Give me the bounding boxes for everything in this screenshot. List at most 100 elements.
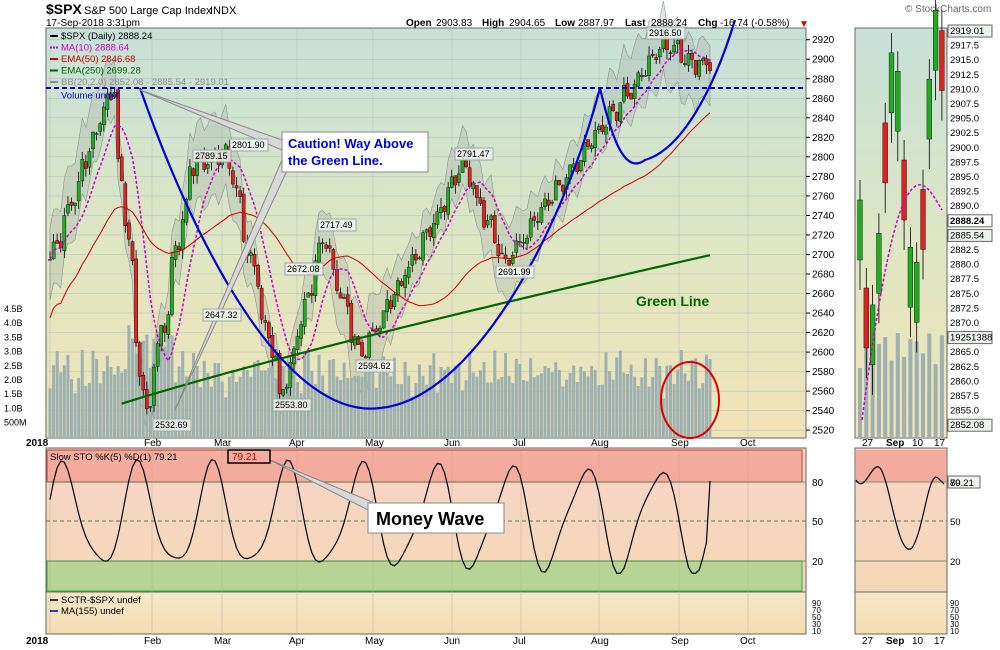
candle-body [371, 329, 375, 332]
candle-body [632, 83, 637, 99]
volume-bar [536, 375, 540, 438]
candle-body [338, 292, 343, 299]
volume-bar [640, 377, 644, 438]
side-price-tick: 2880.0 [950, 260, 979, 271]
candle-body [238, 190, 242, 197]
side-price-tick: 2882.5 [950, 245, 979, 256]
volume-bar [432, 353, 436, 438]
stoch-value-box [227, 449, 271, 464]
volume-bar [367, 360, 371, 438]
side-volume-bar [889, 360, 894, 438]
volume-bar [579, 366, 583, 438]
volume-bar [654, 358, 658, 438]
stoch-value-text: 79.21 [232, 452, 257, 463]
side-price-tick: 2890.0 [950, 201, 979, 212]
volume-bar [697, 388, 701, 438]
candle-body [62, 215, 67, 251]
side-price-tick: 2855.0 [950, 406, 979, 417]
candle-body [277, 352, 282, 394]
chg-value: -16.74 (-0.58%) [720, 18, 789, 29]
stoch-tick-label: 50 [812, 517, 824, 528]
price-label: 2672.08 [287, 264, 320, 274]
side-x-label-bottom: 10 [912, 636, 924, 647]
price-tick-label: 2840 [812, 113, 835, 124]
legend-entry: Volume undef [61, 91, 119, 102]
volume-bar [385, 372, 389, 438]
price-tick-label: 2740 [812, 211, 835, 222]
side-price-box [947, 24, 993, 38]
volume-bar [403, 361, 407, 438]
side-price-tick: 2905.0 [950, 114, 979, 125]
candle-body [406, 266, 411, 278]
candle-body [683, 63, 687, 65]
volume-bar [263, 370, 267, 438]
side-x-label-bottom: Sep [886, 636, 904, 647]
volume-bar [629, 364, 633, 438]
candle-body [507, 259, 511, 266]
side-x-label: 27 [862, 438, 874, 449]
candle-body [561, 185, 565, 192]
price-label-box [646, 26, 686, 40]
side-price-box [947, 331, 993, 345]
volume-bar [478, 370, 482, 438]
candle-body [525, 237, 529, 244]
volume-bar [113, 374, 117, 438]
volume-bar [511, 383, 515, 438]
candle-body [435, 211, 440, 225]
volume-bar [220, 381, 224, 438]
volume-bar [676, 369, 680, 438]
candle-body [654, 57, 658, 60]
candle-body [274, 355, 278, 359]
volume-bar [52, 365, 56, 438]
volume-bar [231, 369, 235, 438]
ema50-line [49, 112, 711, 319]
volume-bar [453, 365, 457, 438]
candle-body [73, 202, 77, 206]
side-volume-bar [902, 356, 907, 438]
volume-tick-label: 3.5B [4, 332, 23, 342]
side-price-tick: 2888.24 [950, 216, 985, 227]
side-price-tick: 2897.5 [950, 157, 979, 168]
volume-bar [105, 355, 109, 438]
side-candle-body [907, 247, 914, 308]
side-price-tick: 2919.01 [950, 26, 984, 37]
volume-bar [80, 349, 84, 438]
candle-body [241, 193, 246, 242]
candle-body [281, 389, 285, 396]
candle-body [345, 294, 350, 307]
sctr-tick-label: 90 [812, 599, 821, 608]
candle-body [672, 45, 676, 53]
volume-bar [543, 366, 547, 438]
candle-body [518, 241, 522, 243]
sctr-tick-label: 10 [812, 627, 821, 636]
price-label-box [284, 262, 324, 276]
candle-body [349, 303, 354, 343]
candle-body [600, 124, 605, 132]
x-axis-label-bottom: Jul [513, 636, 526, 647]
candle-body [414, 253, 418, 261]
price-tick-label: 2880 [812, 74, 835, 85]
volume-bar [665, 365, 669, 438]
candle-body [317, 242, 321, 263]
price-label-box [454, 147, 494, 161]
price-label-box [192, 149, 232, 163]
volume-bar [292, 358, 296, 438]
side-sctr-panel [854, 591, 948, 635]
volume-bar [439, 367, 443, 438]
candle-body [557, 180, 562, 186]
x-axis-label: 2018 [26, 438, 49, 449]
side-volume-bar [927, 333, 932, 438]
volume-bar [374, 387, 378, 438]
handle-pattern-curve [598, 19, 737, 165]
price-label-box [495, 265, 535, 279]
side-price-tick: 2885.54 [950, 230, 984, 241]
candle-body [586, 139, 590, 147]
candle-body [403, 275, 407, 289]
candle-body [360, 342, 364, 357]
side-price-tick: 2917.5 [950, 41, 979, 52]
volume-bar [148, 367, 152, 438]
candle-body [690, 53, 694, 60]
side-price-tick: 2895.0 [950, 172, 979, 183]
side-candle-body [863, 287, 869, 349]
volume-highlight-circle [660, 361, 720, 439]
